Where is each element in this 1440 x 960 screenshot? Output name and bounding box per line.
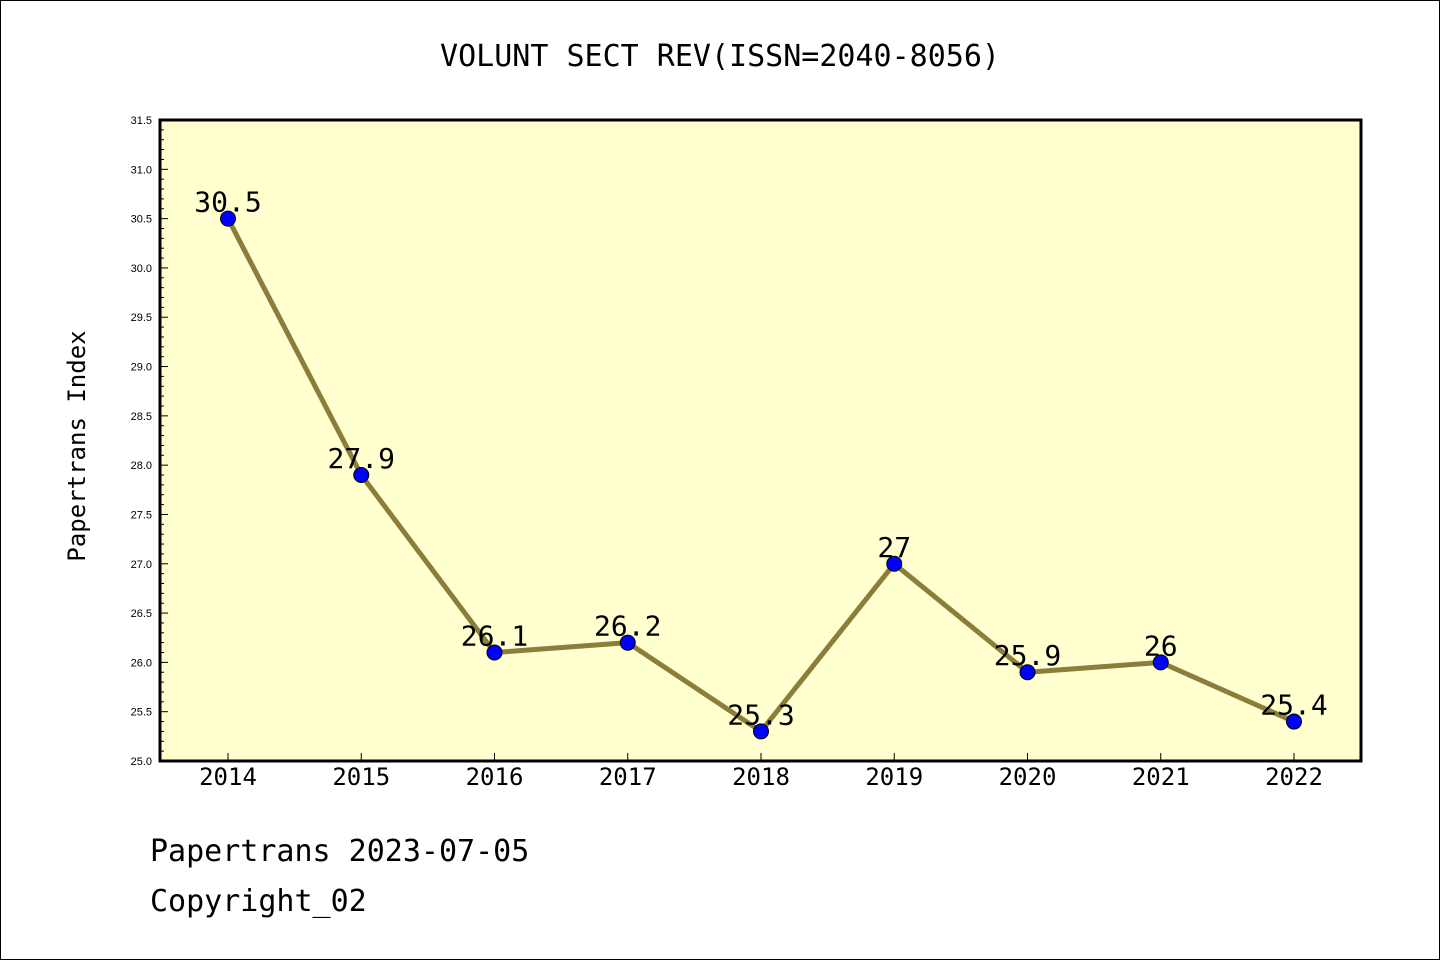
data-point-label: 26	[1144, 629, 1178, 662]
data-point-marker	[220, 210, 236, 227]
data-point-marker	[1286, 713, 1302, 730]
y-tick-label: 30.5	[131, 214, 152, 226]
y-axis-label: Papertrans Index	[63, 330, 91, 561]
x-tick-label: 2021	[1132, 763, 1190, 791]
data-point-label: 25.4	[1260, 689, 1327, 722]
data-point-label: 26.2	[594, 610, 661, 643]
y-tick-label: 27.0	[131, 559, 152, 571]
series-layer: 30.5 27.9 26.1 26.2 25.3 27 25.9 26 25.4	[194, 186, 1328, 740]
x-tick-label: 2018	[732, 763, 790, 791]
x-tick-label: 2016	[466, 763, 524, 791]
plot-area	[158, 118, 1363, 763]
data-point-marker	[1152, 654, 1169, 671]
data-point-label: 27.9	[328, 442, 395, 475]
data-point-label: 30.5	[194, 186, 261, 219]
data-point-marker	[353, 467, 370, 484]
y-tick-label: 30.0	[131, 263, 152, 275]
y-tick-label: 29.5	[131, 312, 152, 324]
data-point-marker	[619, 634, 636, 651]
y-axis-ticks: 25.0 25.5 26.0 26.5 27.0 27.5 28.0 28.5 29.0 29.5…	[131, 115, 168, 768]
data-point-marker	[753, 723, 769, 740]
chart-title: VOLUNT SECT REV(ISSN=2040-8056)	[440, 39, 1000, 74]
x-tick-label: 2020	[999, 763, 1057, 791]
x-tick-label: 2014	[199, 763, 257, 791]
footer-date-line: Papertrans 2023-07-05	[150, 834, 530, 869]
y-tick-label: 31.0	[131, 164, 152, 176]
y-tick-label: 25.0	[131, 756, 152, 768]
data-point-marker	[486, 644, 503, 661]
data-point-marker	[1019, 664, 1036, 681]
footer-copyright-line: Copyright_02	[150, 884, 367, 919]
x-tick-label: 2015	[332, 763, 390, 791]
y-tick-label: 25.5	[131, 707, 152, 719]
x-tick-label: 2017	[599, 763, 657, 791]
data-point-label: 25.9	[994, 639, 1061, 672]
y-tick-label: 29.0	[131, 362, 152, 374]
y-tick-label: 28.5	[131, 411, 152, 423]
y-tick-label: 28.0	[131, 460, 152, 472]
data-point-label: 27	[877, 531, 911, 564]
x-tick-label: 2019	[865, 763, 923, 791]
y-tick-label: 31.5	[131, 115, 152, 127]
x-tick-label: 2022	[1265, 763, 1323, 791]
data-point-label: 26.1	[461, 620, 528, 653]
data-point-marker	[886, 555, 903, 572]
data-point-label: 25.3	[727, 698, 794, 731]
y-tick-label: 27.5	[131, 509, 152, 521]
x-axis-ticks: 2014 2015 2016 2017 2018 2019 2020 2021 2022	[199, 753, 1323, 791]
y-tick-label: 26.0	[131, 657, 152, 669]
y-tick-label: 26.5	[131, 608, 152, 620]
